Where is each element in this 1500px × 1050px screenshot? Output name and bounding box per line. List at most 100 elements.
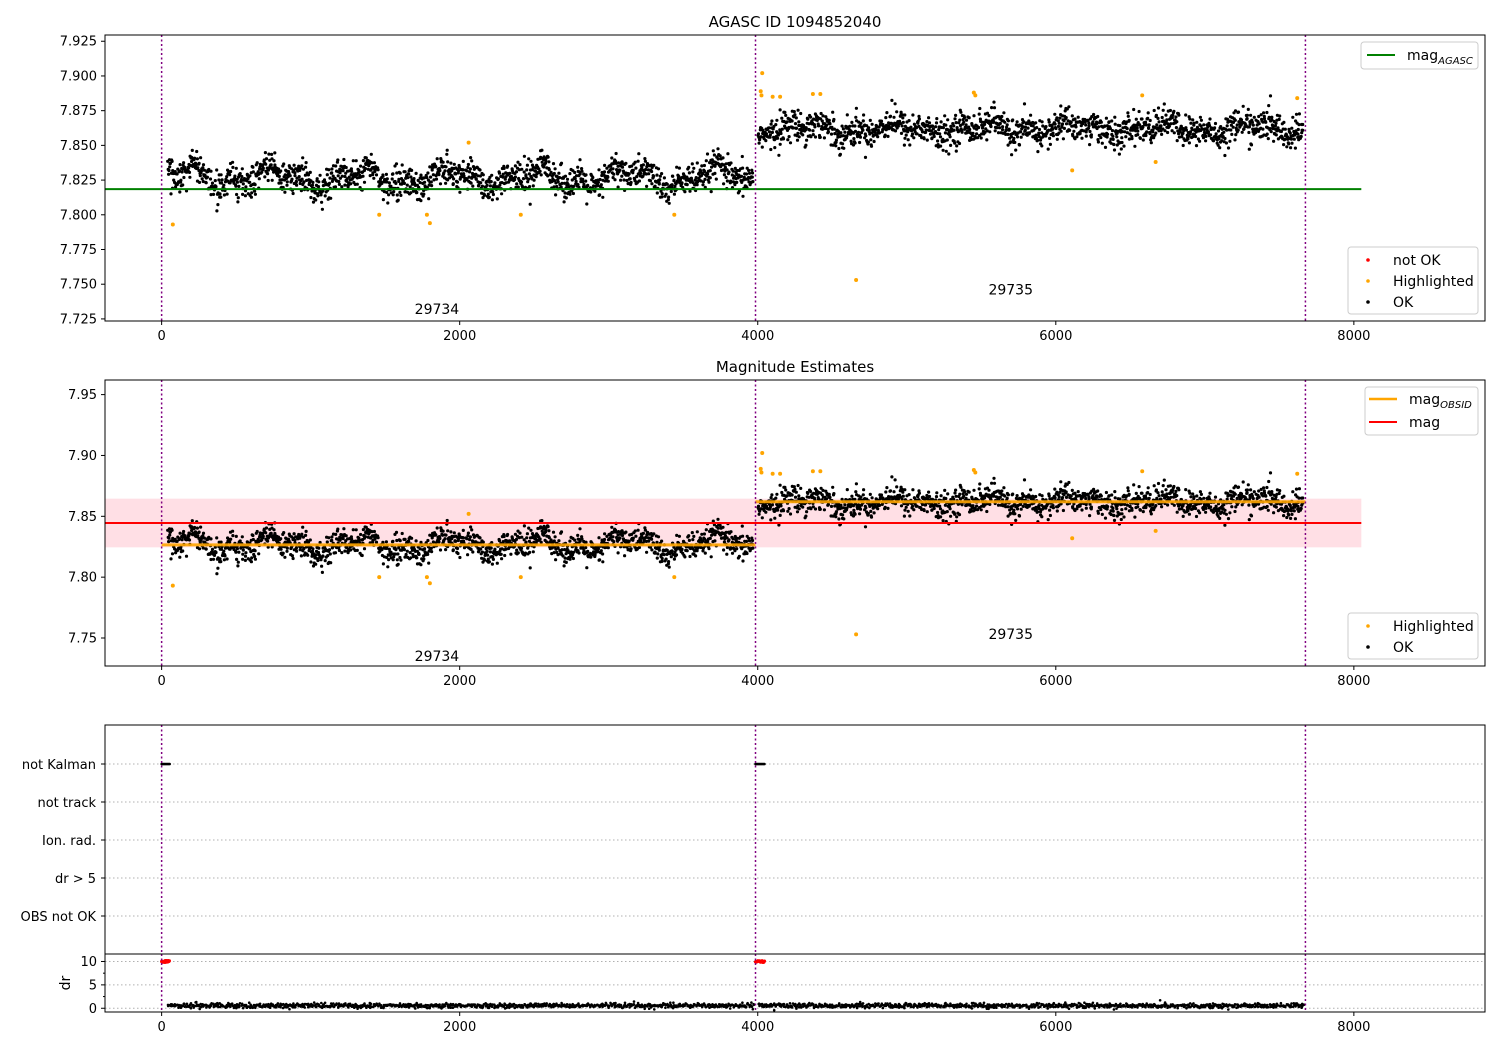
- ok-point: [879, 119, 884, 123]
- ok-point: [660, 556, 664, 561]
- ok-point: [560, 181, 564, 185]
- ok-point: [634, 166, 638, 170]
- ok-point: [832, 117, 836, 122]
- ok-point: [724, 175, 728, 179]
- ok-point: [391, 172, 395, 176]
- ok-point: [813, 135, 818, 139]
- ok-point: [1148, 118, 1152, 123]
- ok-point: [731, 169, 735, 173]
- legend-label: not OK: [1393, 253, 1441, 269]
- ok-point: [1091, 120, 1095, 124]
- ok-point: [178, 190, 182, 194]
- ok-point: [672, 192, 677, 196]
- ok-point: [508, 171, 512, 175]
- ok-point: [197, 530, 201, 534]
- ok-point: [1291, 115, 1295, 119]
- ok-point: [927, 490, 931, 494]
- ok-point: [990, 106, 994, 110]
- ok-point: [368, 174, 372, 178]
- ok-point: [403, 170, 407, 174]
- ok-point: [435, 157, 439, 161]
- ok-point: [1154, 131, 1158, 135]
- ok-point: [691, 538, 695, 542]
- ok-point: [899, 131, 904, 135]
- ok-point: [643, 159, 648, 163]
- ok-point: [941, 126, 946, 130]
- ok-point: [1006, 119, 1011, 123]
- ok-point: [683, 555, 687, 559]
- ok-point: [714, 177, 718, 181]
- ok-point: [750, 175, 754, 179]
- ok-point: [231, 529, 235, 533]
- ok-point: [470, 159, 474, 163]
- ok-point: [1155, 123, 1159, 127]
- ok-point: [455, 180, 460, 184]
- y-tick-label: 7.850: [60, 139, 97, 154]
- ok-point: [509, 174, 513, 178]
- ok-point: [1099, 120, 1103, 124]
- ok-point: [1168, 108, 1172, 113]
- ok-point: [1187, 141, 1191, 145]
- ok-point: [625, 178, 629, 183]
- ok-point: [768, 133, 773, 137]
- ok-point: [452, 531, 456, 535]
- ok-point: [606, 175, 610, 179]
- ok-point: [547, 160, 551, 164]
- ok-point: [177, 169, 182, 173]
- ok-point: [845, 113, 849, 117]
- ok-point: [478, 168, 482, 172]
- ok-point: [283, 190, 287, 194]
- ok-point: [249, 195, 253, 199]
- ok-point: [787, 507, 791, 511]
- ok-point: [710, 165, 714, 169]
- ok-point: [321, 554, 325, 558]
- ok-point: [578, 158, 582, 162]
- ok-point: [1136, 129, 1140, 133]
- ok-point: [434, 533, 438, 537]
- ok-point: [1209, 133, 1213, 137]
- ok-point: [1262, 117, 1267, 121]
- ok-point: [794, 126, 799, 130]
- ok-point: [407, 172, 411, 176]
- ok-point: [943, 131, 948, 135]
- ok-point: [848, 132, 853, 136]
- ok-point: [1051, 134, 1055, 138]
- ok-point: [384, 172, 388, 176]
- ok-point: [813, 507, 818, 511]
- ok-point: [266, 539, 270, 543]
- ok-point: [532, 178, 536, 182]
- ok-point: [253, 192, 257, 196]
- ok-point: [701, 180, 706, 184]
- ok-point: [190, 148, 194, 152]
- ok-point: [1005, 123, 1009, 127]
- ok-point: [310, 189, 314, 193]
- ok-point: [218, 192, 222, 196]
- ok-point: [884, 490, 888, 494]
- ok-point: [862, 488, 866, 492]
- ok-point: [301, 167, 305, 171]
- ok-point: [822, 136, 827, 140]
- ok-point: [285, 546, 289, 550]
- ok-point: [859, 495, 863, 499]
- ok-point: [1118, 124, 1122, 128]
- highlighted-point: [818, 92, 823, 97]
- ok-point: [311, 180, 315, 184]
- ok-point: [778, 483, 782, 487]
- ok-point: [329, 561, 333, 565]
- ok-point: [343, 549, 347, 553]
- ok-point: [573, 170, 577, 175]
- ok-point: [193, 156, 197, 160]
- ok-point: [1059, 104, 1063, 108]
- ok-point: [327, 548, 332, 552]
- ok-point: [241, 192, 245, 196]
- ok-point: [1222, 130, 1226, 134]
- ok-point: [773, 516, 777, 520]
- ok-point: [209, 193, 213, 197]
- ok-point: [334, 164, 338, 168]
- ok-point: [410, 168, 414, 172]
- ok-point: [219, 560, 223, 564]
- ok-point: [344, 165, 348, 170]
- ok-point: [790, 119, 794, 123]
- ok-point: [530, 168, 535, 172]
- ok-point: [770, 130, 775, 134]
